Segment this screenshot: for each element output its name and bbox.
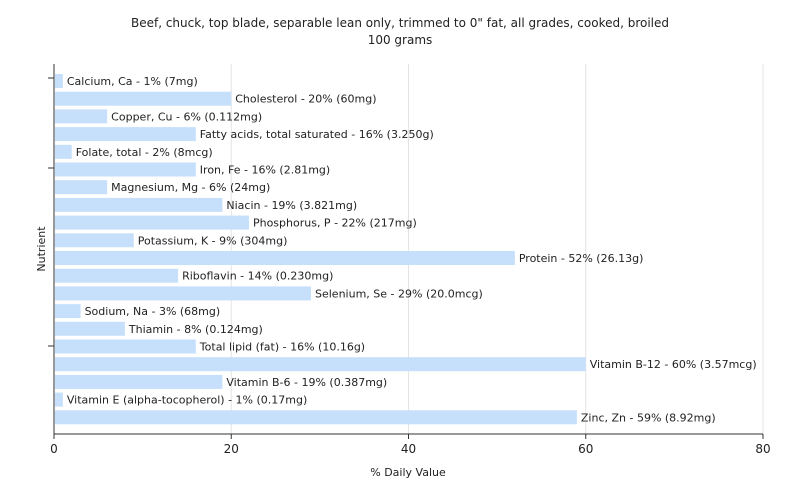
bar-15 <box>55 321 125 336</box>
bar-5 <box>55 144 72 159</box>
x-axis-label: % Daily Value <box>370 466 446 479</box>
bar-20 <box>55 410 577 425</box>
bar-1 <box>55 74 63 88</box>
x-tick-label-2: 40 <box>401 442 416 456</box>
bar-label-12: Riboflavin - 14% (0.230mg) <box>182 270 333 283</box>
bar-label-16: Total lipid (fat) - 16% (10.16g) <box>199 341 365 354</box>
bar-label-5: Folate, total - 2% (8mcg) <box>76 146 213 159</box>
bar-10 <box>55 233 134 248</box>
bar-label-4: Fatty acids, total saturated - 16% (3.25… <box>200 128 434 141</box>
chart-subtitle: 100 grams <box>368 33 433 47</box>
x-tick-label-3: 60 <box>578 442 593 456</box>
bar-4 <box>55 127 196 142</box>
bar-label-2: Cholesterol - 20% (60mg) <box>235 93 376 106</box>
x-tick-label-0: 0 <box>50 442 58 456</box>
bar-7 <box>55 180 108 195</box>
bar-label-6: Iron, Fe - 16% (2.81mg) <box>200 164 330 177</box>
bar-label-3: Copper, Cu - 6% (0.112mg) <box>111 110 262 123</box>
bar-17 <box>55 357 586 372</box>
bar-18 <box>55 374 223 389</box>
bar-8 <box>55 197 223 212</box>
bar-label-17: Vitamin B-12 - 60% (3.57mcg) <box>590 358 757 371</box>
bar-label-19: Vitamin E (alpha-tocopherol) - 1% (0.17m… <box>67 394 307 407</box>
chart-title: Beef, chuck, top blade, separable lean o… <box>131 16 669 30</box>
bar-14 <box>55 304 81 319</box>
x-ticks: 0 20 40 60 80 <box>48 77 771 456</box>
bar-2 <box>55 91 232 106</box>
bar-label-8: Niacin - 19% (3.821mg) <box>226 199 357 212</box>
bar-16 <box>55 339 196 354</box>
bar-label-1: Calcium, Ca - 1% (7mg) <box>67 75 198 88</box>
bar-label-11: Protein - 52% (26.13g) <box>519 252 644 265</box>
x-tick-label-1: 20 <box>224 442 239 456</box>
bar-6 <box>55 162 196 177</box>
bar-12 <box>55 268 179 283</box>
x-tick-label-4: 80 <box>755 442 770 456</box>
bar-label-7: Magnesium, Mg - 6% (24mg) <box>111 181 270 194</box>
bar-11 <box>55 251 515 265</box>
bar-label-20: Zinc, Zn - 59% (8.92mg) <box>581 411 716 424</box>
grid-lines <box>230 64 764 434</box>
bar-label-18: Vitamin B-6 - 19% (0.387mg) <box>226 376 387 389</box>
y-axis-label: Nutrient <box>35 226 48 272</box>
bars: Calcium, Ca - 1% (7mg) Cholesterol - 20% … <box>55 74 757 425</box>
bar-9 <box>55 215 249 230</box>
bar-label-15: Thiamin - 8% (0.124mg) <box>128 323 263 336</box>
bar-label-13: Selenium, Se - 29% (20.0mcg) <box>315 287 483 300</box>
bar-3 <box>55 109 108 124</box>
bar-label-9: Phosphorus, P - 22% (217mg) <box>253 217 417 230</box>
bar-label-10: Potassium, K - 9% (304mg) <box>138 234 288 247</box>
bar-label-14: Sodium, Na - 3% (68mg) <box>85 305 221 318</box>
bar-19 <box>55 392 63 407</box>
bar-13 <box>55 286 312 301</box>
